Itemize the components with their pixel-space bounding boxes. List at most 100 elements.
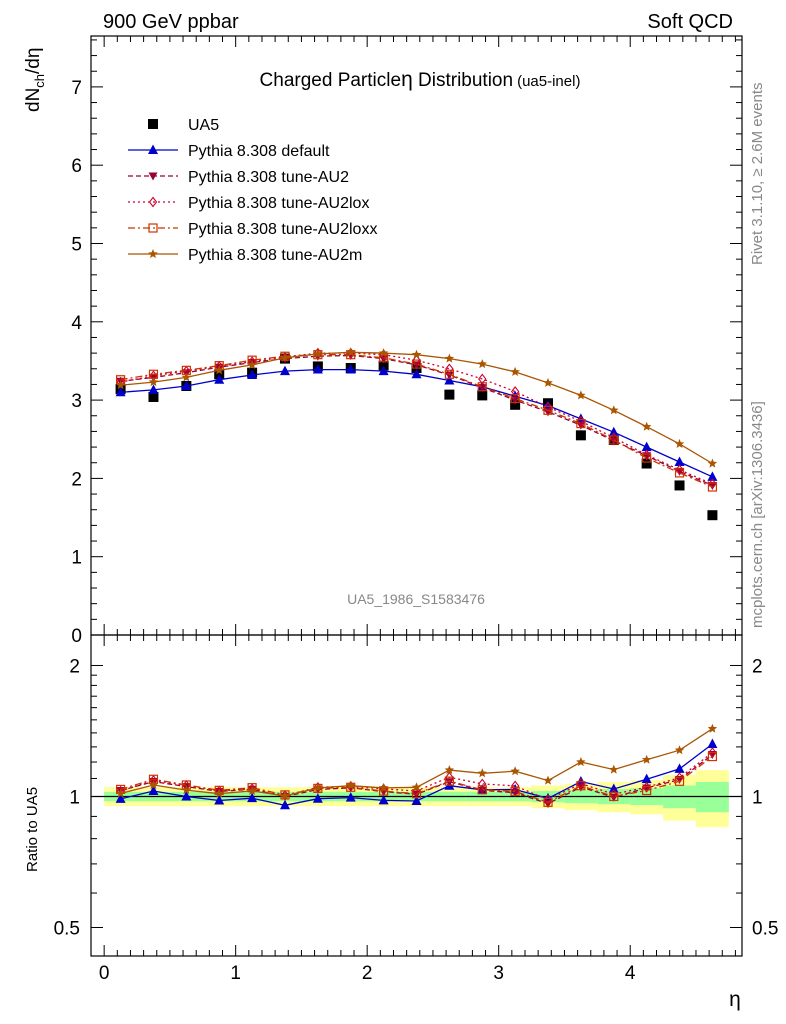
ratio-point bbox=[214, 788, 224, 798]
y-tick-label-main: 7 bbox=[71, 78, 82, 99]
ratio-point bbox=[510, 780, 520, 792]
ratio-tick-label-right: 1 bbox=[752, 787, 763, 808]
data-point bbox=[707, 510, 718, 521]
series-point bbox=[247, 369, 258, 380]
ratio-point bbox=[477, 785, 487, 795]
ratio-tick-label-left: 1 bbox=[69, 787, 80, 808]
ratio-point bbox=[181, 785, 192, 795]
series-point bbox=[642, 449, 651, 461]
series-point bbox=[707, 481, 717, 490]
x-axis-label: η bbox=[729, 988, 741, 1011]
series-point bbox=[543, 377, 553, 387]
series-point bbox=[345, 364, 356, 374]
ratio-point bbox=[148, 780, 159, 790]
ratio-series-group bbox=[115, 723, 718, 810]
legend-label: Pythia 8.308 tune-AU2 bbox=[188, 169, 349, 186]
legend-marker bbox=[148, 144, 158, 154]
series-point bbox=[214, 365, 224, 375]
series-point bbox=[412, 354, 421, 366]
data-point bbox=[148, 391, 159, 402]
ratio-point bbox=[576, 757, 586, 767]
series-point bbox=[346, 347, 356, 357]
data-point bbox=[510, 399, 521, 410]
series-point bbox=[214, 374, 225, 384]
ratio-point bbox=[510, 766, 520, 776]
series-point bbox=[378, 348, 389, 358]
y-tick-label-main: 2 bbox=[71, 469, 82, 490]
series-point bbox=[444, 375, 455, 385]
series-point bbox=[115, 380, 126, 390]
series-point bbox=[641, 421, 652, 431]
ratio-point bbox=[444, 765, 455, 775]
legend-marker bbox=[148, 172, 158, 181]
ratio-point bbox=[707, 723, 718, 733]
legend-marker bbox=[148, 249, 158, 258]
band-green bbox=[695, 781, 729, 813]
legend-label: Pythia 8.308 tune-AU2loxx bbox=[188, 221, 377, 238]
legend-label: UA5 bbox=[188, 117, 219, 134]
series-point bbox=[707, 471, 718, 481]
series-point bbox=[247, 359, 257, 369]
series-point bbox=[675, 464, 684, 476]
y-axis-label-ratio: Ratio to UA5 bbox=[24, 787, 41, 872]
x-tick-label: 2 bbox=[362, 963, 373, 984]
legend-label: Pythia 8.308 tune-AU2m bbox=[188, 247, 362, 264]
ratio-point bbox=[510, 786, 520, 797]
rivet-label: Rivet 3.1.10, ≥ 2.6M events bbox=[749, 83, 766, 266]
ratio-point bbox=[674, 776, 685, 786]
series-point bbox=[510, 393, 520, 404]
ratio-tick-label-left: 2 bbox=[69, 656, 80, 677]
series-point bbox=[312, 364, 323, 374]
title-rest: Distribution bbox=[413, 70, 513, 91]
data-point bbox=[477, 390, 488, 401]
series-point bbox=[674, 456, 685, 466]
ratio-point bbox=[609, 764, 619, 774]
ratio-point bbox=[478, 778, 487, 790]
series-point bbox=[181, 380, 192, 391]
y-tick-label-main: 1 bbox=[71, 548, 82, 569]
header-right: Soft QCD bbox=[647, 11, 733, 33]
legend-label: Pythia 8.308 tune-AU2lox bbox=[188, 195, 369, 212]
series-line bbox=[120, 354, 713, 488]
ratio-point bbox=[378, 782, 389, 792]
x-tick-label: 4 bbox=[625, 963, 636, 984]
header-left: 900 GeV ppbar bbox=[103, 11, 239, 33]
y-tick-label-main: 3 bbox=[71, 391, 82, 412]
ratio-point bbox=[675, 772, 684, 784]
ratio-point bbox=[477, 768, 487, 778]
series-point bbox=[313, 348, 323, 358]
legend-marker bbox=[148, 196, 158, 208]
series-point bbox=[609, 405, 619, 415]
ratio-point bbox=[608, 783, 619, 794]
y-tick-label-main: 5 bbox=[71, 234, 82, 255]
series-point bbox=[576, 418, 586, 429]
ratio-point bbox=[576, 781, 586, 791]
ratio-point bbox=[247, 785, 257, 795]
y-tick-label-main: 4 bbox=[71, 313, 82, 334]
x-tick-label: 3 bbox=[493, 963, 504, 984]
y-axis-label-main: dNch/dη bbox=[23, 48, 47, 112]
series-point bbox=[675, 467, 685, 476]
ratio-point bbox=[444, 776, 454, 786]
ratio-point bbox=[312, 793, 323, 803]
main-series-group bbox=[115, 347, 718, 521]
ratio-point bbox=[642, 781, 651, 793]
series-point bbox=[313, 347, 323, 359]
axes-group: 0 1 2 3 4 0 1 2 3 4 5 6 7 0.5 0.5 1 1 2 2 bbox=[54, 35, 778, 984]
series-line bbox=[120, 368, 713, 478]
ratio-point bbox=[707, 751, 718, 762]
series-point bbox=[477, 382, 487, 392]
title-symbol: η bbox=[401, 68, 413, 91]
ratio-point bbox=[181, 790, 192, 801]
series-point bbox=[543, 401, 553, 413]
series-point bbox=[444, 369, 454, 379]
legend-label: Pythia 8.308 default bbox=[188, 143, 330, 160]
legend: UA5 Pythia 8.308 default Pythia 8.308 tune… bbox=[128, 117, 377, 264]
series-point bbox=[608, 426, 619, 437]
ratio-point bbox=[313, 782, 323, 792]
series-point bbox=[674, 468, 685, 478]
ratio-point bbox=[543, 792, 554, 803]
ratio-point bbox=[346, 780, 356, 790]
chart-title: Charged Particleη Distribution (ua5-inel) bbox=[260, 68, 581, 91]
